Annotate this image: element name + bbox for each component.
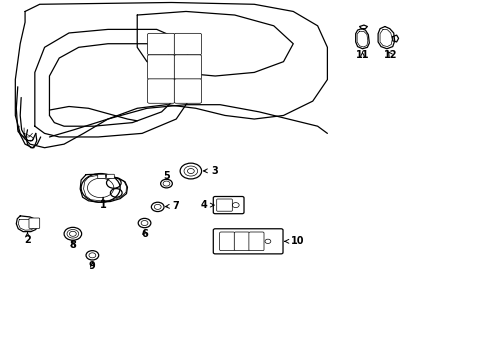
Text: 7: 7 xyxy=(165,201,179,211)
FancyBboxPatch shape xyxy=(147,79,174,103)
Text: 8: 8 xyxy=(69,239,76,249)
FancyBboxPatch shape xyxy=(174,55,201,79)
Text: 11: 11 xyxy=(355,50,368,60)
FancyBboxPatch shape xyxy=(213,197,244,214)
FancyBboxPatch shape xyxy=(29,218,40,228)
Text: 9: 9 xyxy=(89,261,96,271)
Text: 12: 12 xyxy=(383,50,397,60)
FancyBboxPatch shape xyxy=(219,232,234,251)
Text: 1: 1 xyxy=(100,197,106,210)
Text: 5: 5 xyxy=(163,171,169,181)
FancyBboxPatch shape xyxy=(147,55,174,79)
Text: 3: 3 xyxy=(203,166,218,176)
Text: 2: 2 xyxy=(24,233,31,245)
FancyBboxPatch shape xyxy=(147,33,174,55)
FancyBboxPatch shape xyxy=(216,199,232,211)
FancyBboxPatch shape xyxy=(174,33,201,55)
FancyBboxPatch shape xyxy=(174,79,201,103)
Text: 6: 6 xyxy=(141,229,147,239)
FancyBboxPatch shape xyxy=(98,174,105,179)
FancyBboxPatch shape xyxy=(234,232,249,251)
Text: 4: 4 xyxy=(200,200,214,210)
FancyBboxPatch shape xyxy=(106,174,114,179)
FancyBboxPatch shape xyxy=(248,232,264,251)
FancyBboxPatch shape xyxy=(213,229,283,254)
Text: 10: 10 xyxy=(284,236,304,246)
